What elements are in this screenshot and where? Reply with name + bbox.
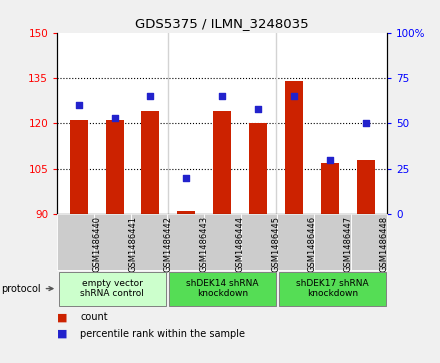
Text: empty vector
shRNA control: empty vector shRNA control xyxy=(80,279,144,298)
Text: GSM1486440: GSM1486440 xyxy=(92,216,101,272)
Bar xyxy=(57,214,94,270)
Point xyxy=(219,93,226,99)
Bar xyxy=(351,214,387,270)
Point xyxy=(111,115,118,121)
Text: GSM1486443: GSM1486443 xyxy=(200,216,209,272)
Bar xyxy=(321,163,339,214)
Point xyxy=(290,93,297,99)
Point xyxy=(147,93,154,99)
Bar xyxy=(357,160,374,214)
Bar xyxy=(169,272,275,306)
Point xyxy=(326,157,334,163)
Bar xyxy=(106,121,124,214)
Title: GDS5375 / ILMN_3248035: GDS5375 / ILMN_3248035 xyxy=(136,17,309,30)
Text: shDEK14 shRNA
knockdown: shDEK14 shRNA knockdown xyxy=(186,279,258,298)
Text: count: count xyxy=(81,312,108,322)
Bar xyxy=(70,121,88,214)
Text: GSM1486445: GSM1486445 xyxy=(271,216,281,272)
Text: GSM1486441: GSM1486441 xyxy=(128,216,137,272)
Bar xyxy=(314,214,351,270)
Text: protocol: protocol xyxy=(1,284,53,294)
Text: ■: ■ xyxy=(57,312,68,322)
Bar xyxy=(241,214,277,270)
Point xyxy=(75,102,82,108)
Bar xyxy=(279,272,385,306)
Text: GSM1486444: GSM1486444 xyxy=(236,216,245,272)
Point xyxy=(362,121,369,126)
Text: GSM1486447: GSM1486447 xyxy=(343,216,352,272)
Bar xyxy=(167,214,204,270)
Text: GSM1486442: GSM1486442 xyxy=(164,216,173,272)
Text: GSM1486446: GSM1486446 xyxy=(308,216,316,272)
Text: ■: ■ xyxy=(57,329,68,339)
Bar xyxy=(213,111,231,214)
Bar xyxy=(59,272,165,306)
Point xyxy=(255,106,262,112)
Bar xyxy=(177,211,195,214)
Bar xyxy=(94,214,131,270)
Text: shDEK17 shRNA
knockdown: shDEK17 shRNA knockdown xyxy=(296,279,369,298)
Point xyxy=(183,175,190,181)
Bar xyxy=(131,214,167,270)
Text: percentile rank within the sample: percentile rank within the sample xyxy=(81,329,246,339)
Bar xyxy=(249,123,267,214)
Bar xyxy=(204,214,241,270)
Text: GSM1486448: GSM1486448 xyxy=(379,216,388,272)
Bar xyxy=(285,81,303,214)
Bar xyxy=(142,111,159,214)
Bar xyxy=(277,214,314,270)
